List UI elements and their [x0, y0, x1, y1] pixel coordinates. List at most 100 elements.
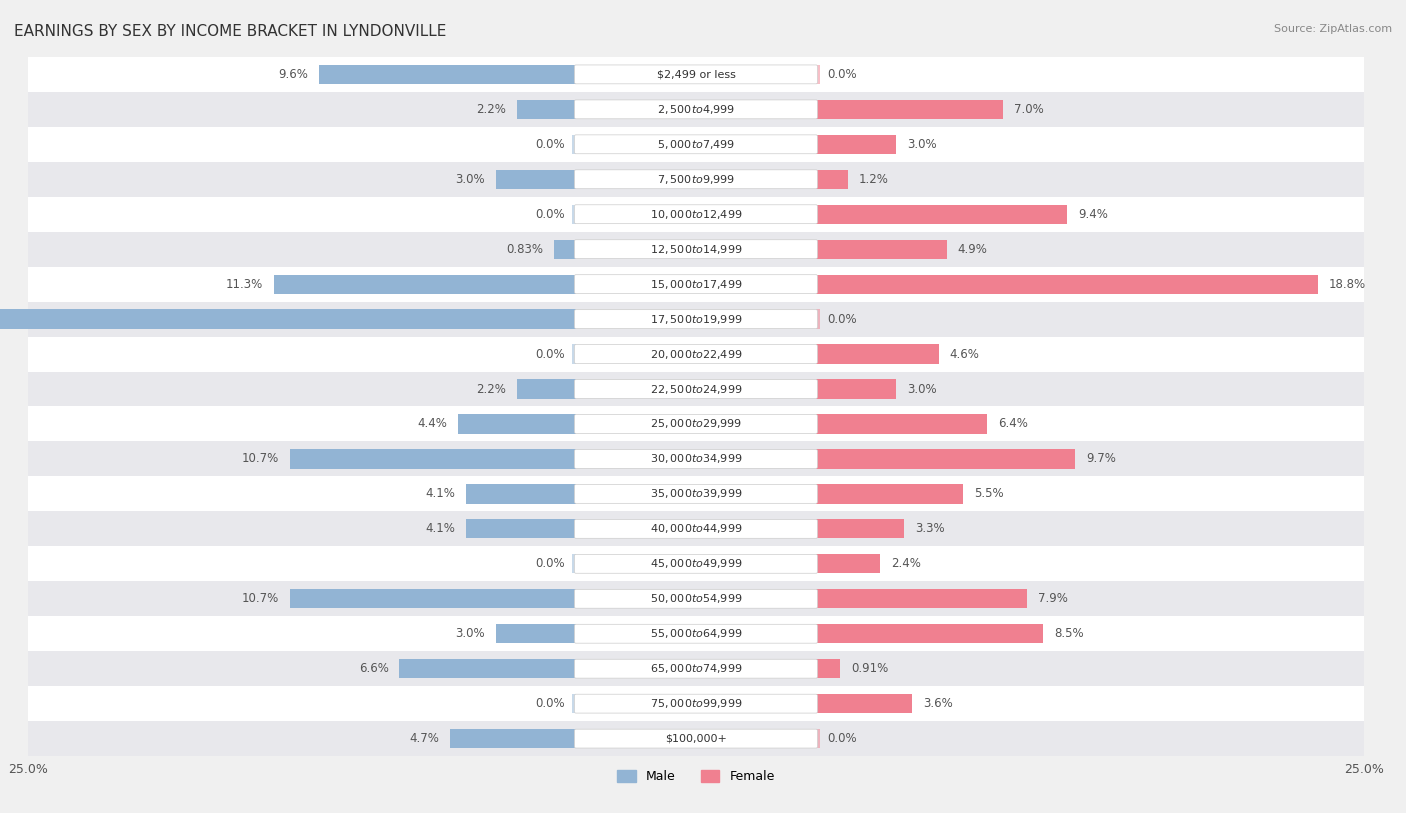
Text: $55,000 to $64,999: $55,000 to $64,999	[650, 628, 742, 640]
Bar	[815, 520, 904, 538]
FancyBboxPatch shape	[575, 170, 817, 189]
Bar	[815, 589, 1028, 608]
Text: EARNINGS BY SEX BY INCOME BRACKET IN LYNDONVILLE: EARNINGS BY SEX BY INCOME BRACKET IN LYN…	[14, 24, 447, 39]
Bar	[815, 694, 912, 713]
Bar	[467, 520, 576, 538]
Bar	[28, 616, 1364, 651]
Text: 9.4%: 9.4%	[1078, 208, 1108, 220]
Bar	[290, 450, 576, 468]
Bar	[28, 337, 1364, 372]
Bar	[28, 197, 1364, 232]
Text: 4.4%: 4.4%	[418, 418, 447, 430]
Text: 2.2%: 2.2%	[477, 383, 506, 395]
Text: $17,500 to $19,999: $17,500 to $19,999	[650, 313, 742, 325]
FancyBboxPatch shape	[575, 694, 817, 713]
Text: 3.6%: 3.6%	[922, 698, 953, 710]
Text: $5,000 to $7,499: $5,000 to $7,499	[657, 138, 735, 150]
Bar	[815, 659, 841, 678]
Text: $15,000 to $17,499: $15,000 to $17,499	[650, 278, 742, 290]
Text: $35,000 to $39,999: $35,000 to $39,999	[650, 488, 742, 500]
Bar	[815, 65, 820, 84]
FancyBboxPatch shape	[575, 485, 817, 503]
Text: $75,000 to $99,999: $75,000 to $99,999	[650, 698, 742, 710]
Bar	[572, 554, 576, 573]
Text: 4.6%: 4.6%	[950, 348, 980, 360]
Bar	[458, 415, 576, 433]
Bar	[496, 624, 576, 643]
Text: $45,000 to $49,999: $45,000 to $49,999	[650, 558, 742, 570]
Bar	[274, 275, 576, 293]
Text: $30,000 to $34,999: $30,000 to $34,999	[650, 453, 742, 465]
FancyBboxPatch shape	[575, 589, 817, 608]
FancyBboxPatch shape	[575, 729, 817, 748]
Bar	[28, 372, 1364, 406]
Text: 10.7%: 10.7%	[242, 593, 280, 605]
Bar	[517, 380, 576, 398]
Text: 4.1%: 4.1%	[426, 523, 456, 535]
Bar	[290, 589, 576, 608]
Text: 0.0%: 0.0%	[536, 208, 565, 220]
Bar	[28, 302, 1364, 337]
Bar	[28, 441, 1364, 476]
FancyBboxPatch shape	[575, 275, 817, 293]
Text: 7.9%: 7.9%	[1038, 593, 1067, 605]
Text: 3.3%: 3.3%	[915, 523, 945, 535]
Bar	[28, 92, 1364, 127]
Text: $25,000 to $29,999: $25,000 to $29,999	[650, 418, 742, 430]
Text: 9.7%: 9.7%	[1085, 453, 1116, 465]
FancyBboxPatch shape	[575, 624, 817, 643]
Text: 0.0%: 0.0%	[536, 348, 565, 360]
Text: $20,000 to $22,499: $20,000 to $22,499	[650, 348, 742, 360]
Text: 4.9%: 4.9%	[957, 243, 987, 255]
Bar	[496, 170, 576, 189]
Text: $100,000+: $100,000+	[665, 733, 727, 744]
Bar	[28, 406, 1364, 441]
FancyBboxPatch shape	[575, 345, 817, 363]
Bar	[319, 65, 576, 84]
Text: 18.8%: 18.8%	[1329, 278, 1367, 290]
Bar	[28, 651, 1364, 686]
Text: 0.0%: 0.0%	[827, 313, 856, 325]
Bar	[517, 100, 576, 119]
Bar	[28, 127, 1364, 162]
Text: 0.0%: 0.0%	[536, 138, 565, 150]
Text: 2.4%: 2.4%	[891, 558, 921, 570]
Bar	[815, 240, 948, 259]
FancyBboxPatch shape	[575, 135, 817, 154]
Bar	[28, 546, 1364, 581]
Text: 8.5%: 8.5%	[1054, 628, 1084, 640]
FancyBboxPatch shape	[575, 205, 817, 224]
FancyBboxPatch shape	[575, 100, 817, 119]
Text: $7,500 to $9,999: $7,500 to $9,999	[657, 173, 735, 185]
FancyBboxPatch shape	[575, 310, 817, 328]
FancyBboxPatch shape	[575, 520, 817, 538]
FancyBboxPatch shape	[575, 240, 817, 259]
Text: 11.3%: 11.3%	[226, 278, 263, 290]
Text: 9.6%: 9.6%	[278, 68, 309, 80]
Bar	[815, 205, 1067, 224]
Bar	[815, 415, 987, 433]
Bar	[815, 554, 880, 573]
Bar	[815, 380, 897, 398]
Bar	[554, 240, 576, 259]
Bar	[28, 476, 1364, 511]
Bar	[815, 729, 820, 748]
Text: $65,000 to $74,999: $65,000 to $74,999	[650, 663, 742, 675]
Text: $40,000 to $44,999: $40,000 to $44,999	[650, 523, 742, 535]
Text: $2,500 to $4,999: $2,500 to $4,999	[657, 103, 735, 115]
FancyBboxPatch shape	[575, 554, 817, 573]
Text: 0.0%: 0.0%	[536, 558, 565, 570]
Text: 5.5%: 5.5%	[974, 488, 1004, 500]
FancyBboxPatch shape	[575, 65, 817, 84]
Bar	[28, 162, 1364, 197]
Bar	[572, 345, 576, 363]
Text: 0.83%: 0.83%	[506, 243, 543, 255]
Text: 3.0%: 3.0%	[456, 628, 485, 640]
Text: $10,000 to $12,499: $10,000 to $12,499	[650, 208, 742, 220]
Bar	[450, 729, 576, 748]
Text: 0.0%: 0.0%	[827, 68, 856, 80]
Bar	[28, 686, 1364, 721]
Text: 3.0%: 3.0%	[907, 383, 936, 395]
Text: 7.0%: 7.0%	[1014, 103, 1043, 115]
Text: 10.7%: 10.7%	[242, 453, 280, 465]
